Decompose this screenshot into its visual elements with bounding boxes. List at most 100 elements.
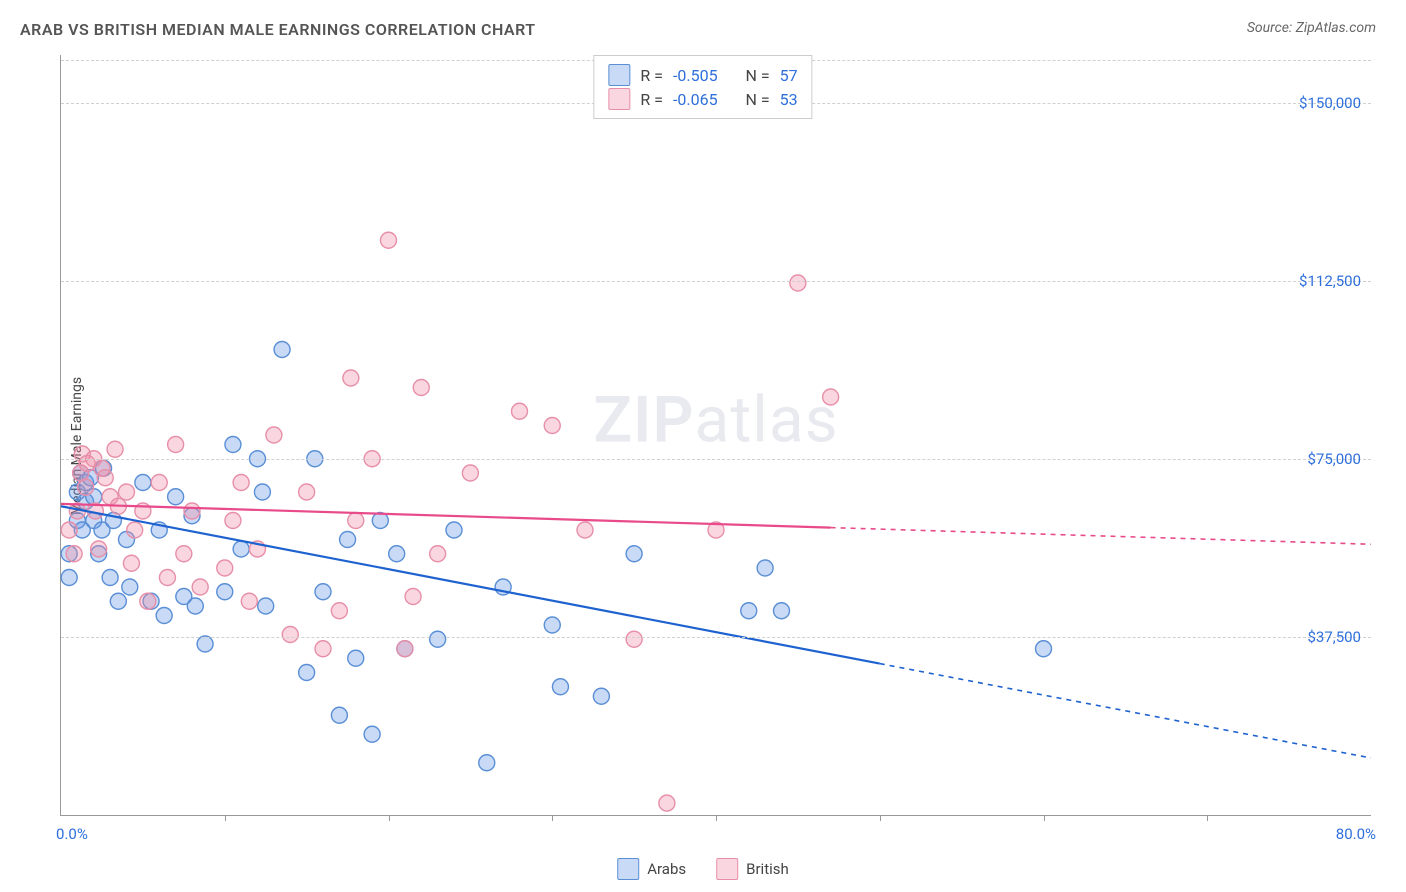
data-point-british (315, 641, 331, 657)
data-point-arabs (348, 650, 364, 666)
xtick (552, 815, 553, 821)
data-point-arabs (446, 522, 462, 538)
data-point-arabs (331, 707, 347, 723)
data-point-arabs (110, 593, 126, 609)
data-point-british (512, 403, 528, 419)
plot-area: ZIPatlas $37,500$75,000$112,500$150,0000… (60, 55, 1371, 816)
source-label: Source: ZipAtlas.com (1247, 20, 1376, 36)
legend-n-label: N = (746, 66, 770, 85)
data-point-british (626, 631, 642, 647)
data-point-british (127, 522, 143, 538)
data-point-arabs (626, 546, 642, 562)
data-point-british (790, 275, 806, 291)
trendline-dashed-british (831, 528, 1371, 545)
swatch-arabs (608, 64, 630, 86)
data-point-british (413, 380, 429, 396)
data-point-arabs (340, 532, 356, 548)
data-point-british (405, 589, 421, 605)
data-point-british (140, 593, 156, 609)
data-point-british (97, 470, 113, 486)
data-point-british (151, 475, 167, 491)
data-point-arabs (552, 679, 568, 695)
legend-r-label: R = (640, 66, 663, 85)
data-point-arabs (156, 608, 172, 624)
data-point-arabs (757, 560, 773, 576)
data-point-arabs (593, 688, 609, 704)
legend-r-value-british: -0.065 (673, 90, 718, 109)
data-point-british (123, 555, 139, 571)
ytick-label: $112,500 (1299, 272, 1361, 290)
legend-row-arabs: R = -0.505 N = 57 (608, 64, 797, 86)
data-point-british (462, 465, 478, 481)
ytick-label: $75,000 (1307, 450, 1361, 468)
data-point-british (217, 560, 233, 576)
data-point-british (266, 427, 282, 443)
data-point-arabs (299, 665, 315, 681)
xtick (880, 815, 881, 821)
data-point-british (241, 593, 257, 609)
data-point-british (282, 627, 298, 643)
data-point-british (331, 603, 347, 619)
xtick (1207, 815, 1208, 821)
data-point-arabs (168, 489, 184, 505)
data-point-arabs (233, 541, 249, 557)
data-point-arabs (122, 579, 138, 595)
data-point-british (192, 579, 208, 595)
data-point-arabs (274, 342, 290, 358)
data-point-arabs (389, 546, 405, 562)
data-point-british (299, 484, 315, 500)
data-point-british (159, 570, 175, 586)
data-point-arabs (544, 617, 560, 633)
data-point-british (176, 546, 192, 562)
xlim-min-label: 0.0% (56, 825, 88, 843)
series-legend: Arabs British (617, 858, 789, 880)
legend-n-value-british: 53 (780, 90, 798, 109)
swatch-arabs-bottom (617, 858, 639, 880)
data-point-british (348, 513, 364, 529)
correlation-legend: R = -0.505 N = 57 R = -0.065 N = 53 (593, 55, 812, 119)
data-point-arabs (135, 475, 151, 491)
xtick (1044, 815, 1045, 821)
series-legend-british: British (716, 858, 789, 880)
data-point-arabs (187, 598, 203, 614)
data-point-british (233, 475, 249, 491)
data-point-arabs (61, 570, 77, 586)
data-point-arabs (1036, 641, 1052, 657)
data-point-arabs (774, 603, 790, 619)
legend-r-value-arabs: -0.505 (673, 66, 718, 85)
series-label-british: British (746, 860, 789, 878)
swatch-british (608, 88, 630, 110)
data-point-british (61, 522, 77, 538)
chart-title: ARAB VS BRITISH MEDIAN MALE EARNINGS COR… (20, 20, 536, 39)
swatch-british-bottom (716, 858, 738, 880)
data-point-british (430, 546, 446, 562)
series-label-arabs: Arabs (647, 860, 686, 878)
legend-row-british: R = -0.065 N = 53 (608, 88, 797, 110)
data-point-arabs (479, 755, 495, 771)
data-point-british (78, 479, 94, 495)
data-point-arabs (197, 636, 213, 652)
gridline-h (61, 281, 1371, 282)
data-point-arabs (364, 726, 380, 742)
xtick (716, 815, 717, 821)
data-point-british (184, 503, 200, 519)
data-point-arabs (315, 584, 331, 600)
data-point-british (823, 389, 839, 405)
data-point-arabs (217, 584, 233, 600)
data-point-british (107, 441, 123, 457)
data-point-british (119, 484, 135, 500)
ytick-label: $37,500 (1307, 628, 1361, 646)
gridline-h (61, 637, 1371, 638)
chart-svg (61, 55, 1371, 815)
data-point-arabs (254, 484, 270, 500)
xlim-max-label: 80.0% (1336, 825, 1376, 843)
data-point-british (544, 418, 560, 434)
data-point-arabs (225, 437, 241, 453)
xtick (225, 815, 226, 821)
series-legend-arabs: Arabs (617, 858, 686, 880)
data-point-arabs (430, 631, 446, 647)
data-point-british (659, 795, 675, 811)
data-point-british (397, 641, 413, 657)
trendline-solid-arabs (61, 506, 880, 663)
data-point-arabs (741, 603, 757, 619)
